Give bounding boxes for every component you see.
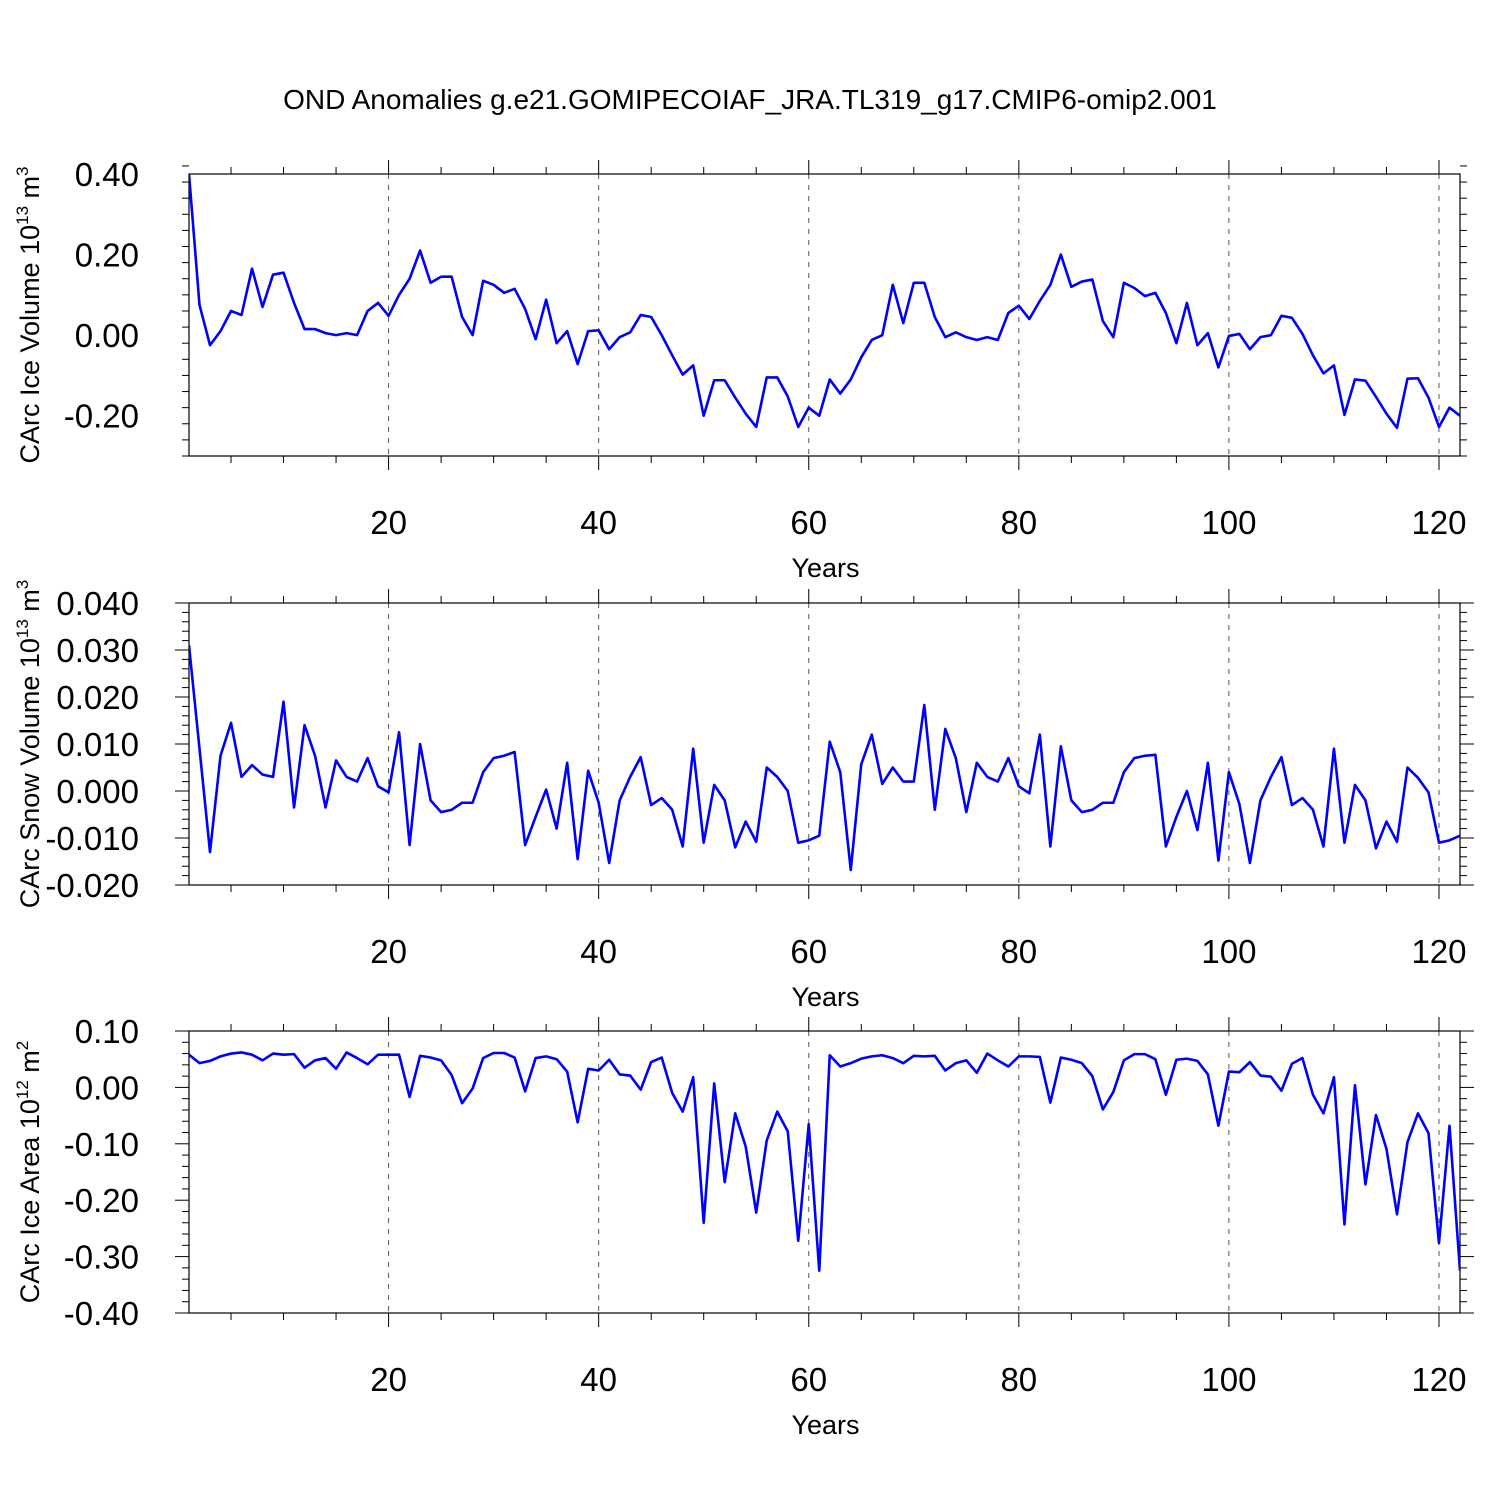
x-tick-label: 120 bbox=[1411, 933, 1466, 970]
y-tick-label: 0.020 bbox=[56, 679, 139, 716]
panel-snow-volume: -0.020 -0.010 0.000 0.010 0.020 0.030 0.040 20 4… bbox=[13, 580, 1474, 1012]
x-tick-label: 60 bbox=[790, 504, 827, 541]
x-tick-label: 100 bbox=[1201, 504, 1256, 541]
x-tick-label: 20 bbox=[370, 933, 407, 970]
plot-frame bbox=[188, 602, 1461, 886]
panel-ice-area: -0.40 -0.30 -0.20 -0.10 0.00 0.10 20 40 60 80 100 1… bbox=[13, 1013, 1474, 1440]
x-tick-label: 60 bbox=[790, 933, 827, 970]
y-tick-label: 0.10 bbox=[75, 1013, 139, 1050]
y-tick-label: 0.20 bbox=[75, 237, 139, 274]
x-tick-label: 20 bbox=[370, 1361, 407, 1398]
y-tick-label: 0.00 bbox=[75, 317, 139, 354]
series-line bbox=[189, 173, 1460, 430]
y-axis-label: CArc Ice Area 1012 m2 bbox=[13, 1041, 45, 1304]
x-axis-label: Years bbox=[791, 982, 859, 1012]
y-tick-label: 0.030 bbox=[56, 632, 139, 669]
x-tick-label: 40 bbox=[580, 1361, 617, 1398]
x-tick-label: 20 bbox=[370, 504, 407, 541]
chart-title: OND Anomalies g.e21.GOMIPECOIAF_JRA.TL31… bbox=[283, 84, 1217, 115]
x-axis-label: Years bbox=[791, 553, 859, 583]
panel-ice-volume: -0.20 0.00 0.20 0.40 20 40 60 80 100 120 Years CArc… bbox=[13, 156, 1467, 583]
plot-frame bbox=[188, 1030, 1461, 1314]
y-tick-label: -0.20 bbox=[64, 1182, 139, 1219]
y-tick-label: 0.40 bbox=[75, 156, 139, 193]
y-tick-label: -0.020 bbox=[45, 867, 139, 904]
x-tick-label: 80 bbox=[1000, 504, 1037, 541]
x-tick-label: 60 bbox=[790, 1361, 827, 1398]
x-tick-label: 40 bbox=[580, 504, 617, 541]
y-axis-label: CArc Snow Volume 1013 m3 bbox=[13, 580, 45, 909]
y-tick-label: 0.040 bbox=[56, 585, 139, 622]
y-tick-label: -0.30 bbox=[64, 1239, 139, 1276]
y-axis-label: CArc Ice Volume 1013 m3 bbox=[13, 166, 45, 463]
y-tick-label: 0.00 bbox=[75, 1069, 139, 1106]
x-tick-label: 120 bbox=[1411, 504, 1466, 541]
x-tick-label: 80 bbox=[1000, 933, 1037, 970]
y-tick-label: -0.010 bbox=[45, 820, 139, 857]
y-tick-label: 0.000 bbox=[56, 773, 139, 810]
series-line bbox=[189, 1051, 1460, 1272]
y-tick-label: 0.010 bbox=[56, 726, 139, 763]
x-tick-label: 120 bbox=[1411, 1361, 1466, 1398]
x-axis-label: Years bbox=[791, 1410, 859, 1440]
series-line bbox=[189, 645, 1460, 872]
y-tick-label: -0.40 bbox=[64, 1295, 139, 1332]
x-tick-label: 40 bbox=[580, 933, 617, 970]
y-tick-label: -0.10 bbox=[64, 1126, 139, 1163]
x-tick-label: 80 bbox=[1000, 1361, 1037, 1398]
plot-frame bbox=[188, 173, 1461, 457]
y-tick-label: -0.20 bbox=[64, 398, 139, 435]
x-tick-label: 100 bbox=[1201, 933, 1256, 970]
x-tick-label: 100 bbox=[1201, 1361, 1256, 1398]
